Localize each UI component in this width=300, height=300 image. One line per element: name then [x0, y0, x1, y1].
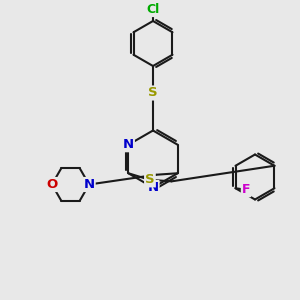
Text: F: F	[242, 183, 250, 196]
Text: O: O	[46, 178, 58, 191]
Text: N: N	[123, 138, 134, 151]
Text: Cl: Cl	[146, 3, 160, 16]
Text: N: N	[83, 178, 95, 191]
Text: S: S	[145, 173, 155, 186]
Text: S: S	[148, 86, 158, 100]
Text: N: N	[147, 181, 159, 194]
